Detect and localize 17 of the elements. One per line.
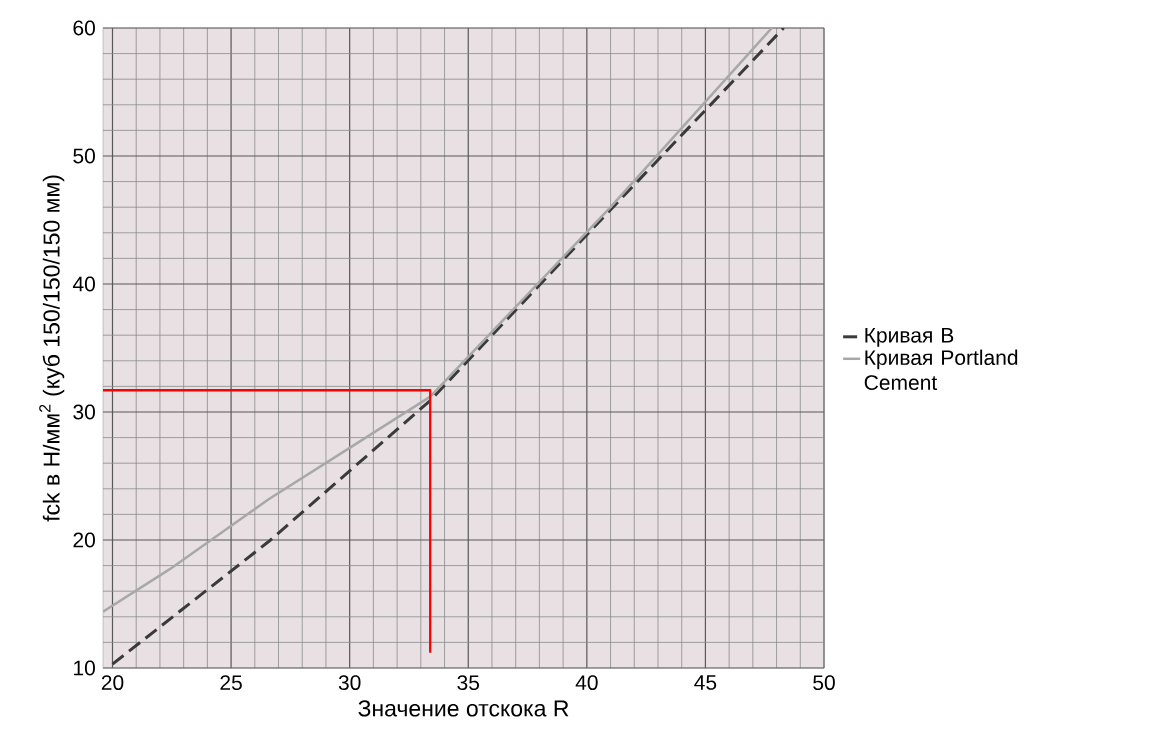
x-tick-label: 25	[220, 675, 242, 691]
y-tick-label: 10	[74, 660, 95, 676]
x-tick-label: 45	[694, 675, 717, 690]
x-tick-label: 40	[575, 675, 598, 691]
x-tick-label: 30	[338, 675, 361, 691]
x-tick-label: 20	[101, 675, 124, 691]
legend-label: Кривая Portland Cement	[864, 349, 1018, 391]
y-tick-label: 60	[73, 20, 95, 36]
y-tick-label: 30	[73, 404, 95, 420]
y-axis-title: fck в Н/мм$^{2}$ (куб 150/150/150 мм)	[39, 175, 65, 522]
x-tick-label: 35	[457, 675, 480, 691]
y-tick-label: 50	[73, 148, 95, 164]
x-tick-label: 50	[813, 675, 835, 691]
legend-label: Кривая B	[865, 328, 954, 347]
x-axis-title: Значение отскока R	[358, 700, 569, 717]
y-tick-label: 20	[73, 532, 95, 548]
y-tick-label: 40	[72, 276, 95, 292]
